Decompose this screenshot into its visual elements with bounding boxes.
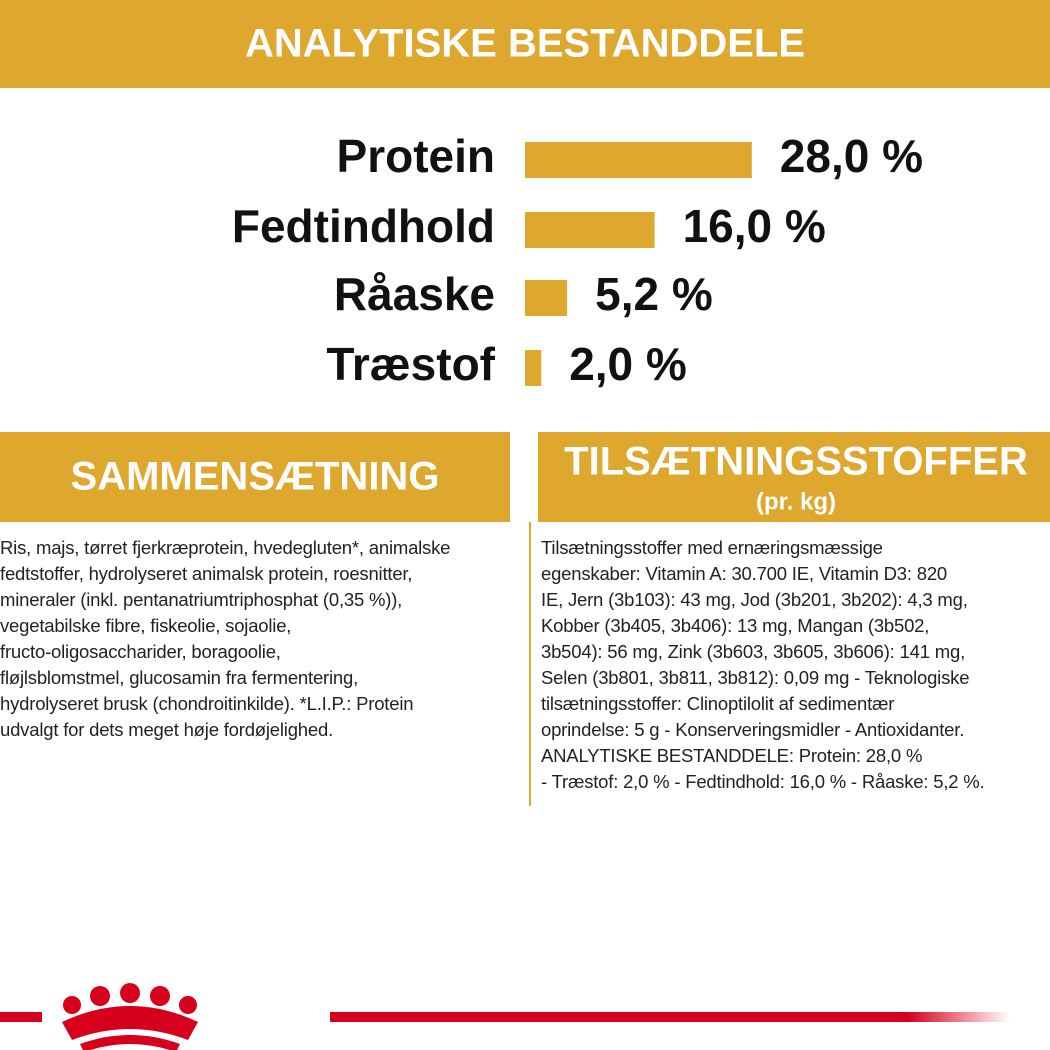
text-line: fløjlsblomstmel, glucosamin fra fermente… — [0, 667, 359, 688]
text-line: tilsætningsstoffer: Clinoptilolit af sed… — [541, 693, 895, 714]
nutrient-name: Protein — [337, 130, 495, 182]
text-line: hydrolyseret brusk (chondroitinkilde). *… — [0, 693, 414, 714]
value-label: 5,2 % — [595, 268, 713, 320]
text-line: fructo-oligosaccharider, boragoolie, — [0, 641, 281, 662]
text-line: - Træstof: 2,0 % - Fedtindhold: 16,0 % -… — [541, 771, 985, 792]
text-line: udvalgt for dets meget høje fordøjelighe… — [0, 719, 334, 740]
value-label: 16,0 % — [683, 200, 826, 252]
footer-line — [0, 1012, 42, 1022]
additives-subtitle: (pr. kg) — [756, 488, 836, 515]
bar — [525, 212, 655, 248]
logo — [62, 983, 198, 1050]
text-line: vegetabilske fibre, fiskeolie, sojaolie, — [0, 615, 292, 636]
header-title: ANALYTISKE BESTANDDELE — [245, 22, 805, 66]
composition-title: SAMMENSÆTNING — [71, 455, 440, 499]
text-line: fedtstoffer, hydrolyseret animalsk prote… — [0, 563, 413, 584]
text-line: egenskaber: Vitamin A: 30.700 IE, Vitami… — [541, 563, 948, 584]
footer-line — [330, 1012, 1010, 1022]
nutrient-name: Fedtindhold — [232, 200, 495, 252]
nutrient-name: Råaske — [334, 268, 495, 320]
additives-band — [538, 432, 1050, 522]
text-line: Tilsætningsstoffer med ernæringsmæssige — [541, 537, 883, 558]
composition-band — [0, 432, 510, 522]
composition-text: Ris, majs, tørret fjerkræprotein, hvedeg… — [0, 535, 450, 743]
text-line: Selen (3b801, 3b811, 3b812): 0,09 mg - T… — [541, 667, 970, 688]
value-label: 28,0 % — [780, 130, 923, 182]
header-band — [0, 0, 1050, 88]
bar — [525, 280, 568, 316]
text-line: oprindelse: 5 g - Konserveringsmidler - … — [541, 719, 965, 740]
text-line: IE, Jern (3b103): 43 mg, Jod (3b201, 3b2… — [541, 589, 968, 610]
text-line: ANALYTISKE BESTANDDELE: Protein: 28,0 % — [541, 745, 923, 766]
text-line: mineraler (inkl. pentanatriumtriphosphat… — [0, 589, 403, 610]
nutrient-name: Træstof — [326, 338, 495, 390]
additives-text: Tilsætningsstoffer med ernæringsmæssige e… — [541, 535, 985, 795]
text-line: 3b504): 56 mg, Zink (3b603, 3b605, 3b606… — [541, 641, 966, 662]
additives-title: TILSÆTNINGSSTOFFER — [564, 440, 1028, 484]
bar — [525, 142, 752, 178]
text-line: Ris, majs, tørret fjerkræprotein, hvedeg… — [0, 537, 451, 558]
bar — [525, 350, 542, 386]
text-line: Kobber (3b405, 3b406): 13 mg, Mangan (3b… — [541, 615, 930, 636]
value-label: 2,0 % — [569, 338, 687, 390]
